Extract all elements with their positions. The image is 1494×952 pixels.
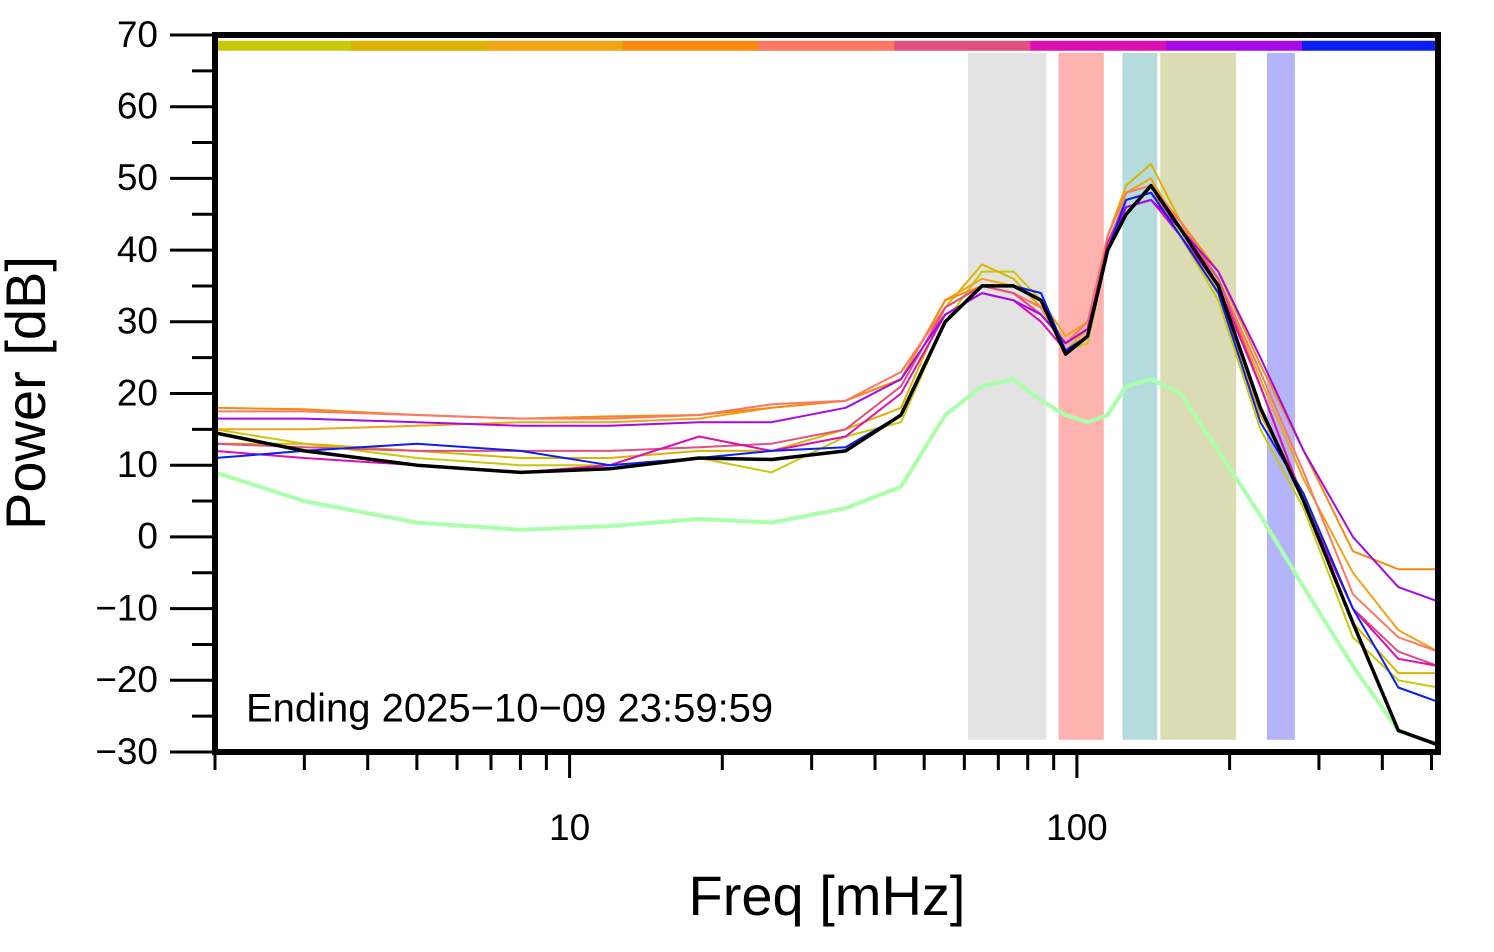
y-tick-label: 60 [117,85,158,126]
series-line [214,191,1439,667]
y-tick-label: 20 [117,372,158,413]
color-bar-segment [1166,40,1303,51]
y-tick-label: −10 [95,587,158,628]
color-bar-segment [894,40,1031,51]
color-bar-segment [758,40,895,51]
color-bar-segment [622,40,760,51]
color-bar-segment [215,40,352,51]
y-tick-label: 40 [117,229,158,270]
series-line [215,198,1439,603]
y-tick-label: 0 [137,516,158,557]
series-line [215,184,1439,653]
color-bar-segment [1030,40,1167,51]
frequency-band [1122,52,1158,740]
series-line [214,183,1439,747]
color-bar-segment [350,40,488,51]
series-line [215,163,1438,675]
y-tick-label: 70 [117,14,158,55]
color-bar-segment [486,40,624,51]
y-axis-title: Power [dB] [0,256,57,530]
y-tick-label: −20 [95,659,158,700]
y-tick-label: 30 [117,301,158,342]
x-axis-title: Freq [mHz] [689,864,966,927]
color-bar-segment [1302,40,1439,51]
y-tick-label: 10 [117,444,158,485]
frequency-band [1160,52,1237,740]
series-line [214,191,1439,703]
frequency-band [1058,52,1104,740]
y-tick-label: −30 [95,731,158,772]
x-tick-label: 10 [549,807,590,848]
y-tick-label: 50 [117,157,158,198]
annotation: Ending 2025−10−09 23:59:59 [246,687,773,731]
x-tick-label: 100 [1046,807,1108,848]
series-line [214,377,1439,747]
